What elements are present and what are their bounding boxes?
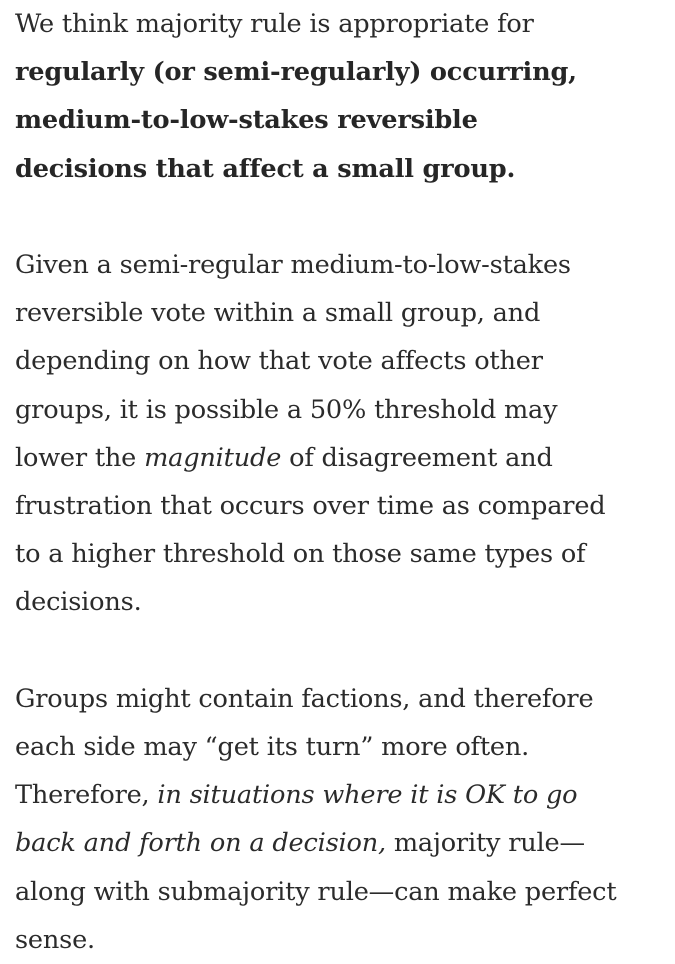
- paragraph-line: depending on how that vote affects other: [15, 346, 543, 377]
- text-run: lower the: [15, 442, 145, 473]
- paragraph-line: regularly (or semi-regularly) occurring,: [15, 48, 673, 96]
- paragraph-line: Therefore, in situations where it is OK …: [15, 771, 673, 819]
- text-run: of disagreement and: [281, 442, 553, 473]
- italic-emphasis: back and forth on a decision,: [15, 828, 386, 859]
- paragraph-line: Groups might contain factions, and there…: [15, 683, 594, 714]
- paragraph-line: along with submajority rule—can make per…: [15, 876, 617, 907]
- article-body: We think majority rule is appropriate fo…: [15, 0, 673, 964]
- text-run: Therefore,: [15, 780, 158, 811]
- paragraph-line: decisions that affect a small group.: [15, 145, 673, 193]
- paragraph-line: reversible vote within a small group, an…: [15, 298, 541, 329]
- lead-text: We think majority rule is appropriate fo…: [15, 9, 534, 39]
- paragraph-line: frustration that occurs over time as com…: [15, 491, 606, 522]
- bold-emphasis: decisions that affect a small group.: [15, 153, 516, 184]
- bold-emphasis: medium-to-low-stakes reversible: [15, 105, 478, 136]
- bold-emphasis: regularly (or semi-regularly) occurring,: [15, 57, 577, 88]
- paragraph-factions: Groups might contain factions, and there…: [15, 675, 673, 964]
- paragraph-line: groups, it is possible a 50% threshold m…: [15, 394, 558, 425]
- paragraph-line: decisions.: [15, 587, 142, 618]
- paragraph-line: back and forth on a decision, majority r…: [15, 819, 673, 867]
- paragraph-line: medium-to-low-stakes reversible: [15, 96, 673, 144]
- paragraph-line: lower the magnitude of disagreement and: [15, 434, 673, 482]
- paragraph-line: Given a semi-regular medium-to-low-stake…: [15, 250, 571, 280]
- italic-emphasis: in situations where it is OK to go: [157, 780, 578, 811]
- paragraph-majority-rule: We think majority rule is appropriate fo…: [15, 0, 673, 193]
- paragraph-line: We think majority rule is appropriate fo…: [15, 0, 673, 48]
- paragraph-threshold: Given a semi-regular medium-to-low-stake…: [15, 241, 673, 627]
- paragraph-line: each side may “get its turn” more often.: [15, 732, 530, 763]
- paragraph-line: sense.: [15, 924, 95, 955]
- paragraph-line: to a higher threshold on those same type…: [15, 539, 586, 570]
- text-run: majority rule—: [385, 828, 585, 859]
- italic-emphasis: magnitude: [144, 442, 282, 473]
